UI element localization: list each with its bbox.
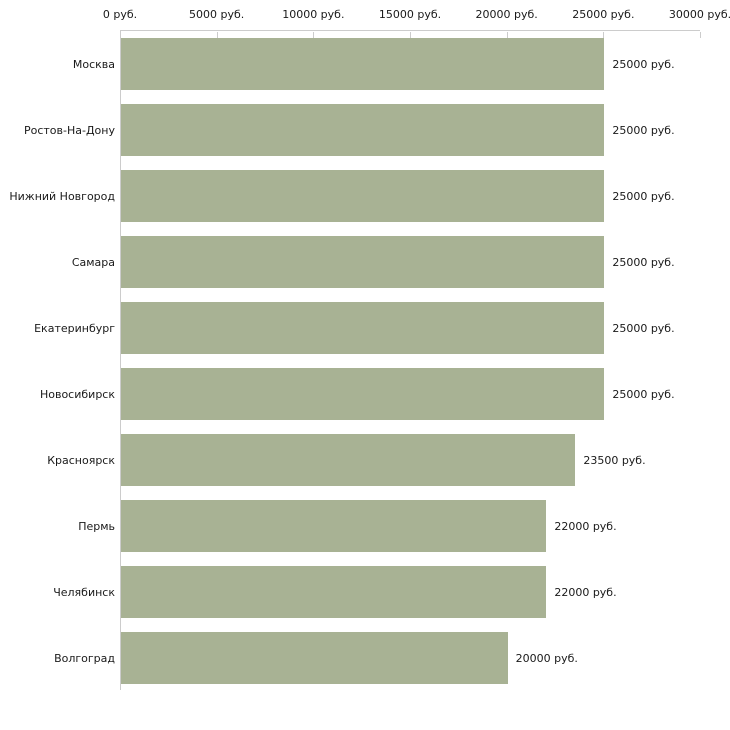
bar-row: Ростов-На-Дону 25000 руб. [24,97,701,163]
value-label: 25000 руб. [612,321,675,335]
bar [121,566,547,618]
bar [121,38,605,90]
category-label: Челябинск [53,585,115,599]
bar [121,368,605,420]
category-label: Самара [71,255,115,269]
category-label: Новосибирск [39,387,115,401]
bar [121,302,605,354]
category-label: Ростов-На-Дону [23,123,115,137]
x-tick-label: 25000 руб. [572,8,635,21]
category-label: Екатеринбург [34,321,115,335]
bar-row: Нижний Новгород 25000 руб. [9,163,701,229]
bar [121,434,576,486]
x-tick-mark [700,32,701,38]
x-tick-mark [216,32,218,38]
category-label: Волгоград [54,651,115,665]
value-label: 25000 руб. [612,387,675,401]
bar-row: Москва 25000 руб. [73,31,701,97]
x-axis-tick-labels: 0 руб. 5000 руб. 10000 руб. 15000 руб. 20000… [103,8,730,38]
bar-row: Пермь 22000 руб. [78,493,701,559]
value-label: 23500 руб. [583,453,646,467]
x-tick-label: 30000 руб. [668,8,730,21]
value-label: 25000 руб. [612,189,675,203]
x-tick-label: 15000 руб. [378,8,442,21]
x-tick-mark [410,32,411,38]
bar [121,104,605,156]
bar-row: Красноярск 23500 руб. [47,427,701,493]
category-label: Нижний Новгород [9,189,115,203]
category-label: Москва [72,57,115,71]
value-label: 20000 руб. [515,651,578,665]
bar [121,632,508,684]
x-tick-label: 5000 руб. [189,8,245,21]
x-tick-label: 20000 руб. [475,8,538,21]
value-label: 25000 руб. [612,255,675,269]
x-tick-mark [313,32,315,38]
bar-row: Челябинск 22000 руб. [53,559,701,625]
x-tick-label: 0 руб. [102,8,138,21]
value-label: 22000 руб. [554,519,617,533]
x-tick-mark [603,32,605,38]
bar-row: Волгоград 20000 руб. [54,625,701,691]
category-label: Красноярск [47,453,115,467]
value-label: 22000 руб. [554,585,617,599]
plot-area: Москва 25000 руб. Ростов-На-Дону 25000 руб.… [9,30,701,691]
value-label: 25000 руб. [612,123,675,137]
bar-row: Новосибирск 25000 руб. [40,361,701,427]
bar-row: Екатеринбург 25000 руб. [34,295,701,361]
x-tick-label: 10000 руб. [282,8,345,21]
bar [121,500,547,552]
bar [121,236,605,288]
bar [121,170,605,222]
value-label: 25000 руб. [612,57,675,71]
x-tick-mark [506,32,508,38]
category-label: Пермь [78,519,115,533]
bar-row: Самара 25000 руб. [72,229,701,295]
